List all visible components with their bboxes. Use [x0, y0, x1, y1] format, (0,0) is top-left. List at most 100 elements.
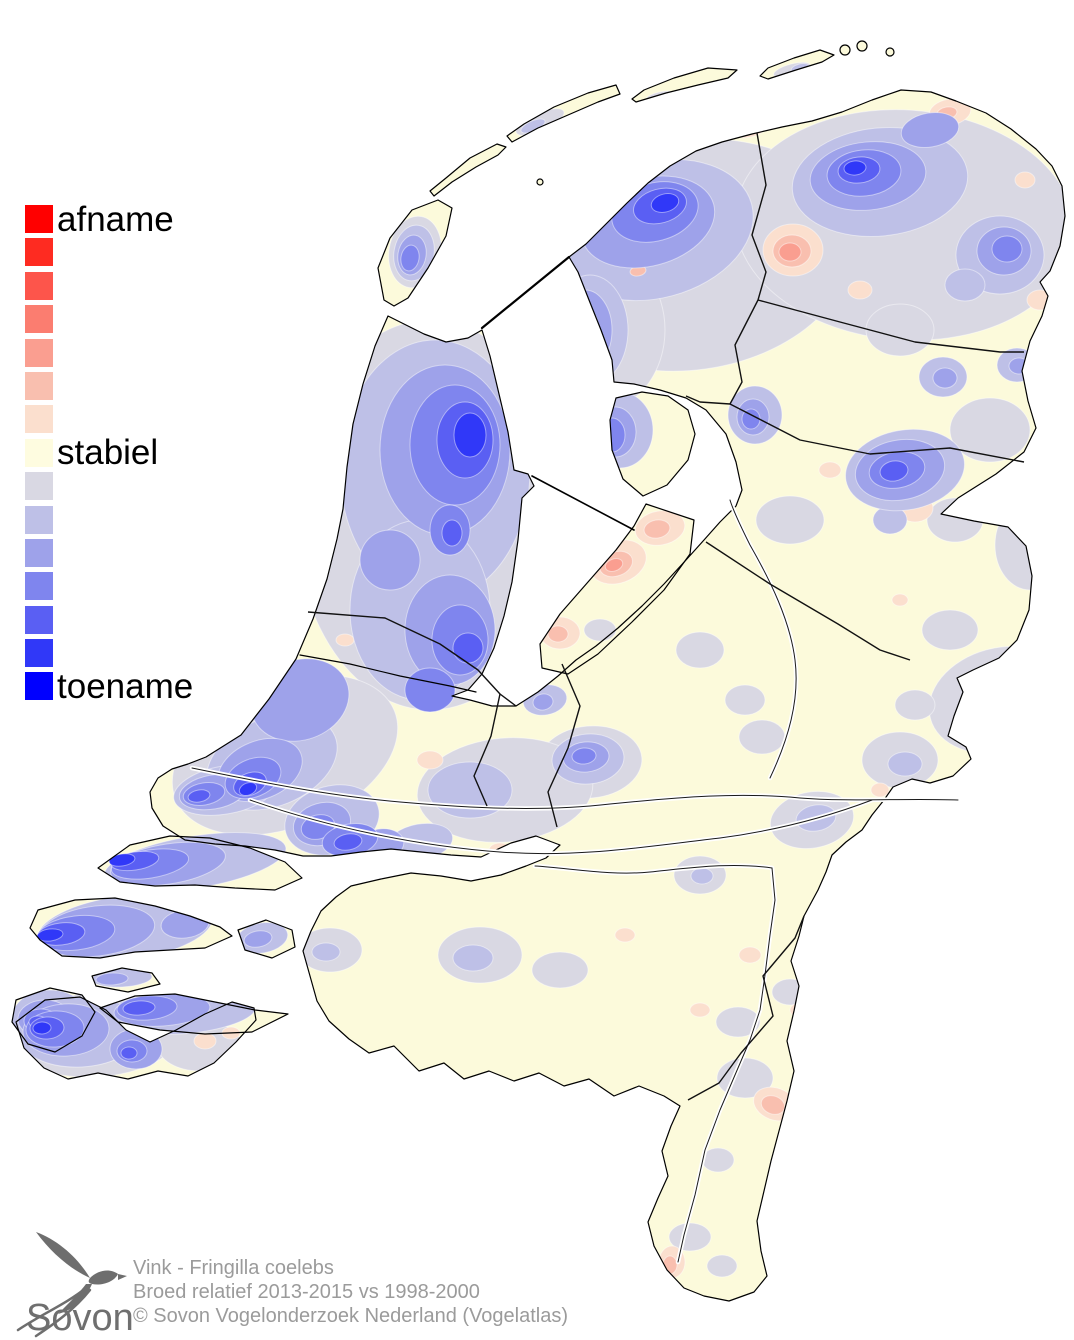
decrease-blob [335, 633, 355, 647]
noordzeekanaal-line [299, 654, 477, 693]
legend-row [25, 472, 193, 501]
legend-swatch [25, 605, 53, 634]
increase-blob [968, 487, 1012, 523]
decrease-blob [643, 519, 671, 539]
legend-row: afname [25, 202, 193, 237]
decrease-blob [778, 242, 802, 262]
increase-blob [404, 667, 456, 713]
legend-row: stabiel [25, 435, 193, 470]
copyright-line: © Sovon Vogelonderzoek Nederland (Vogela… [133, 1305, 569, 1327]
increase-blob [668, 1222, 712, 1252]
sovon-logo: Sovon [16, 1232, 134, 1338]
legend-row: toename [25, 669, 193, 704]
legend-label-afname: afname [57, 199, 174, 239]
rivers [189, 497, 961, 1265]
increase-blob [108, 853, 136, 867]
increase-blob [122, 1000, 156, 1016]
legend-swatch [25, 472, 53, 501]
increase-blob [926, 795, 994, 845]
legend-swatch [25, 405, 53, 434]
increase-blob [950, 813, 980, 835]
increase-blob [583, 618, 617, 642]
legend-row [25, 405, 193, 434]
increase-blob [944, 268, 986, 302]
increase-blob [32, 1021, 52, 1035]
increase-blob [879, 460, 909, 482]
decrease-blob [1014, 171, 1036, 189]
survey-subtitle: Broed relatief 2013-2015 vs 1998-2000 [133, 1281, 480, 1303]
houtribdijk-line [531, 475, 635, 531]
decrease-blob [614, 927, 636, 943]
increase-blob [453, 412, 487, 458]
increase-blob [981, 498, 1003, 516]
increase-blob [441, 519, 463, 547]
increase-blob [120, 1046, 138, 1060]
increase-blob [755, 495, 825, 545]
legend-swatch [25, 505, 53, 534]
increase-blob [532, 693, 554, 711]
legend-row [25, 238, 193, 267]
decrease-blob [847, 280, 873, 300]
increase-blob [1001, 677, 1037, 703]
decrease-blob [193, 1032, 217, 1050]
increase-blob [452, 944, 494, 972]
decrease-blob [547, 625, 569, 643]
increase-blob [843, 160, 867, 176]
increase-blob [738, 719, 786, 755]
increase-blob [557, 289, 613, 371]
increase-blob [452, 632, 484, 664]
legend-row [25, 338, 193, 367]
increase-blob [894, 689, 936, 721]
species-title: Vink - Fringilla coelebs [133, 1257, 334, 1279]
decrease-blob [870, 782, 890, 798]
decrease-blob [738, 946, 762, 964]
logo-text: Sovon [26, 1297, 134, 1338]
decrease-blob [891, 593, 909, 607]
increase-blob [991, 235, 1023, 263]
legend-swatch [25, 438, 53, 467]
increase-blob [492, 652, 522, 674]
legend-row [25, 605, 193, 634]
legend-swatch [25, 338, 53, 367]
legend-swatch [25, 371, 53, 400]
province-borders [307, 132, 1025, 1101]
decrease-blob [831, 883, 849, 897]
increase-blob [569, 318, 591, 350]
decrease-blob [1026, 289, 1054, 311]
decrease-blob [604, 558, 624, 572]
increase-blob [675, 631, 725, 669]
increase-blob [724, 684, 766, 716]
legend-row [25, 572, 193, 601]
increase-blob [887, 751, 923, 777]
legend-swatch [25, 205, 53, 233]
increase-blob [706, 1254, 738, 1278]
increase-blob [1008, 357, 1030, 375]
decrease-blob [910, 932, 930, 948]
legend-swatch [25, 672, 53, 701]
increase-blob [400, 244, 420, 272]
increase-blob [238, 781, 258, 797]
legend-swatch [25, 271, 53, 300]
increase-blob [994, 499, 1065, 591]
increase-blob [311, 942, 341, 962]
legend-swatch [25, 305, 53, 334]
increase-blob [949, 397, 1031, 463]
legend-row [25, 305, 193, 334]
legend-row [25, 505, 193, 534]
increase-blob [571, 747, 597, 765]
legend-swatch [25, 238, 53, 267]
decrease-blob [662, 1255, 678, 1275]
map-caption: Vink - Fringilla coelebs Broed relatief … [133, 1256, 568, 1328]
legend-swatch [25, 538, 53, 567]
increase-blob [900, 112, 960, 148]
increase-blob [926, 497, 984, 543]
increase-blob [921, 609, 979, 651]
increase-blob [771, 978, 809, 1006]
increase-blob [187, 789, 211, 803]
swallow-tail-icon [16, 1286, 92, 1338]
decrease-blob [689, 1002, 711, 1018]
decrease-blob [818, 461, 842, 479]
legend: afname stabiel toename [25, 202, 193, 706]
increase-blob [333, 833, 363, 851]
